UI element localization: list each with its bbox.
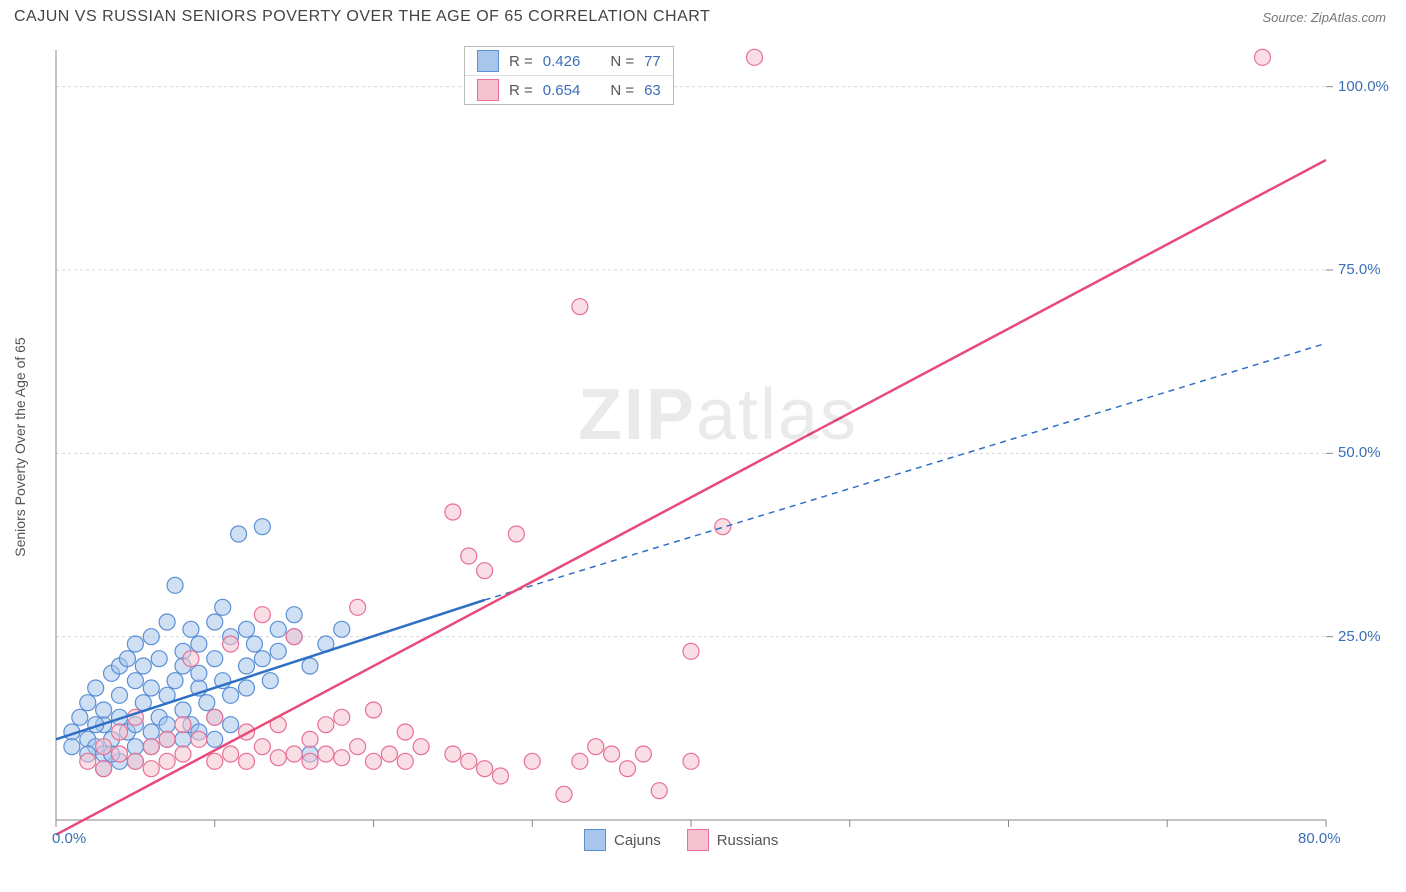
legend-label: Russians [717, 832, 779, 849]
stat-r-label: R = [509, 82, 533, 99]
stat-n-value: 77 [644, 53, 661, 70]
x-tick-label: 0.0% [52, 830, 86, 847]
stat-n-label: N = [610, 53, 634, 70]
legend-swatch [687, 829, 709, 851]
chart-container: Seniors Poverty Over the Age of 65 ZIPat… [44, 42, 1392, 852]
legend-stats-row: R = 0.654 N = 63 [465, 75, 673, 104]
legend-swatch [477, 50, 499, 72]
legend-label: Cajuns [614, 832, 661, 849]
source-label: Source: ZipAtlas.com [1262, 10, 1386, 25]
chart-title: CAJUN VS RUSSIAN SENIORS POVERTY OVER TH… [14, 8, 710, 26]
legend-item: Cajuns [584, 829, 661, 851]
x-tick-label: 80.0% [1298, 830, 1341, 847]
legend-stats: R = 0.426 N = 77 R = 0.654 N = 63 [464, 46, 674, 105]
series-legend: Cajuns Russians [584, 829, 778, 851]
y-axis-label: Seniors Poverty Over the Age of 65 [12, 337, 28, 556]
y-tick-label: 25.0% [1338, 628, 1381, 645]
stat-r-label: R = [509, 53, 533, 70]
legend-item: Russians [687, 829, 779, 851]
legend-stats-row: R = 0.426 N = 77 [465, 47, 673, 75]
stat-r-value: 0.426 [543, 53, 581, 70]
legend-swatch [584, 829, 606, 851]
stat-r-value: 0.654 [543, 82, 581, 99]
y-tick-label: 75.0% [1338, 261, 1381, 278]
legend-swatch [477, 79, 499, 101]
y-tick-label: 50.0% [1338, 444, 1381, 461]
stat-n-label: N = [610, 82, 634, 99]
y-tick-label: 100.0% [1338, 78, 1389, 95]
stat-n-value: 63 [644, 82, 661, 99]
scatter-plot [44, 42, 1392, 852]
